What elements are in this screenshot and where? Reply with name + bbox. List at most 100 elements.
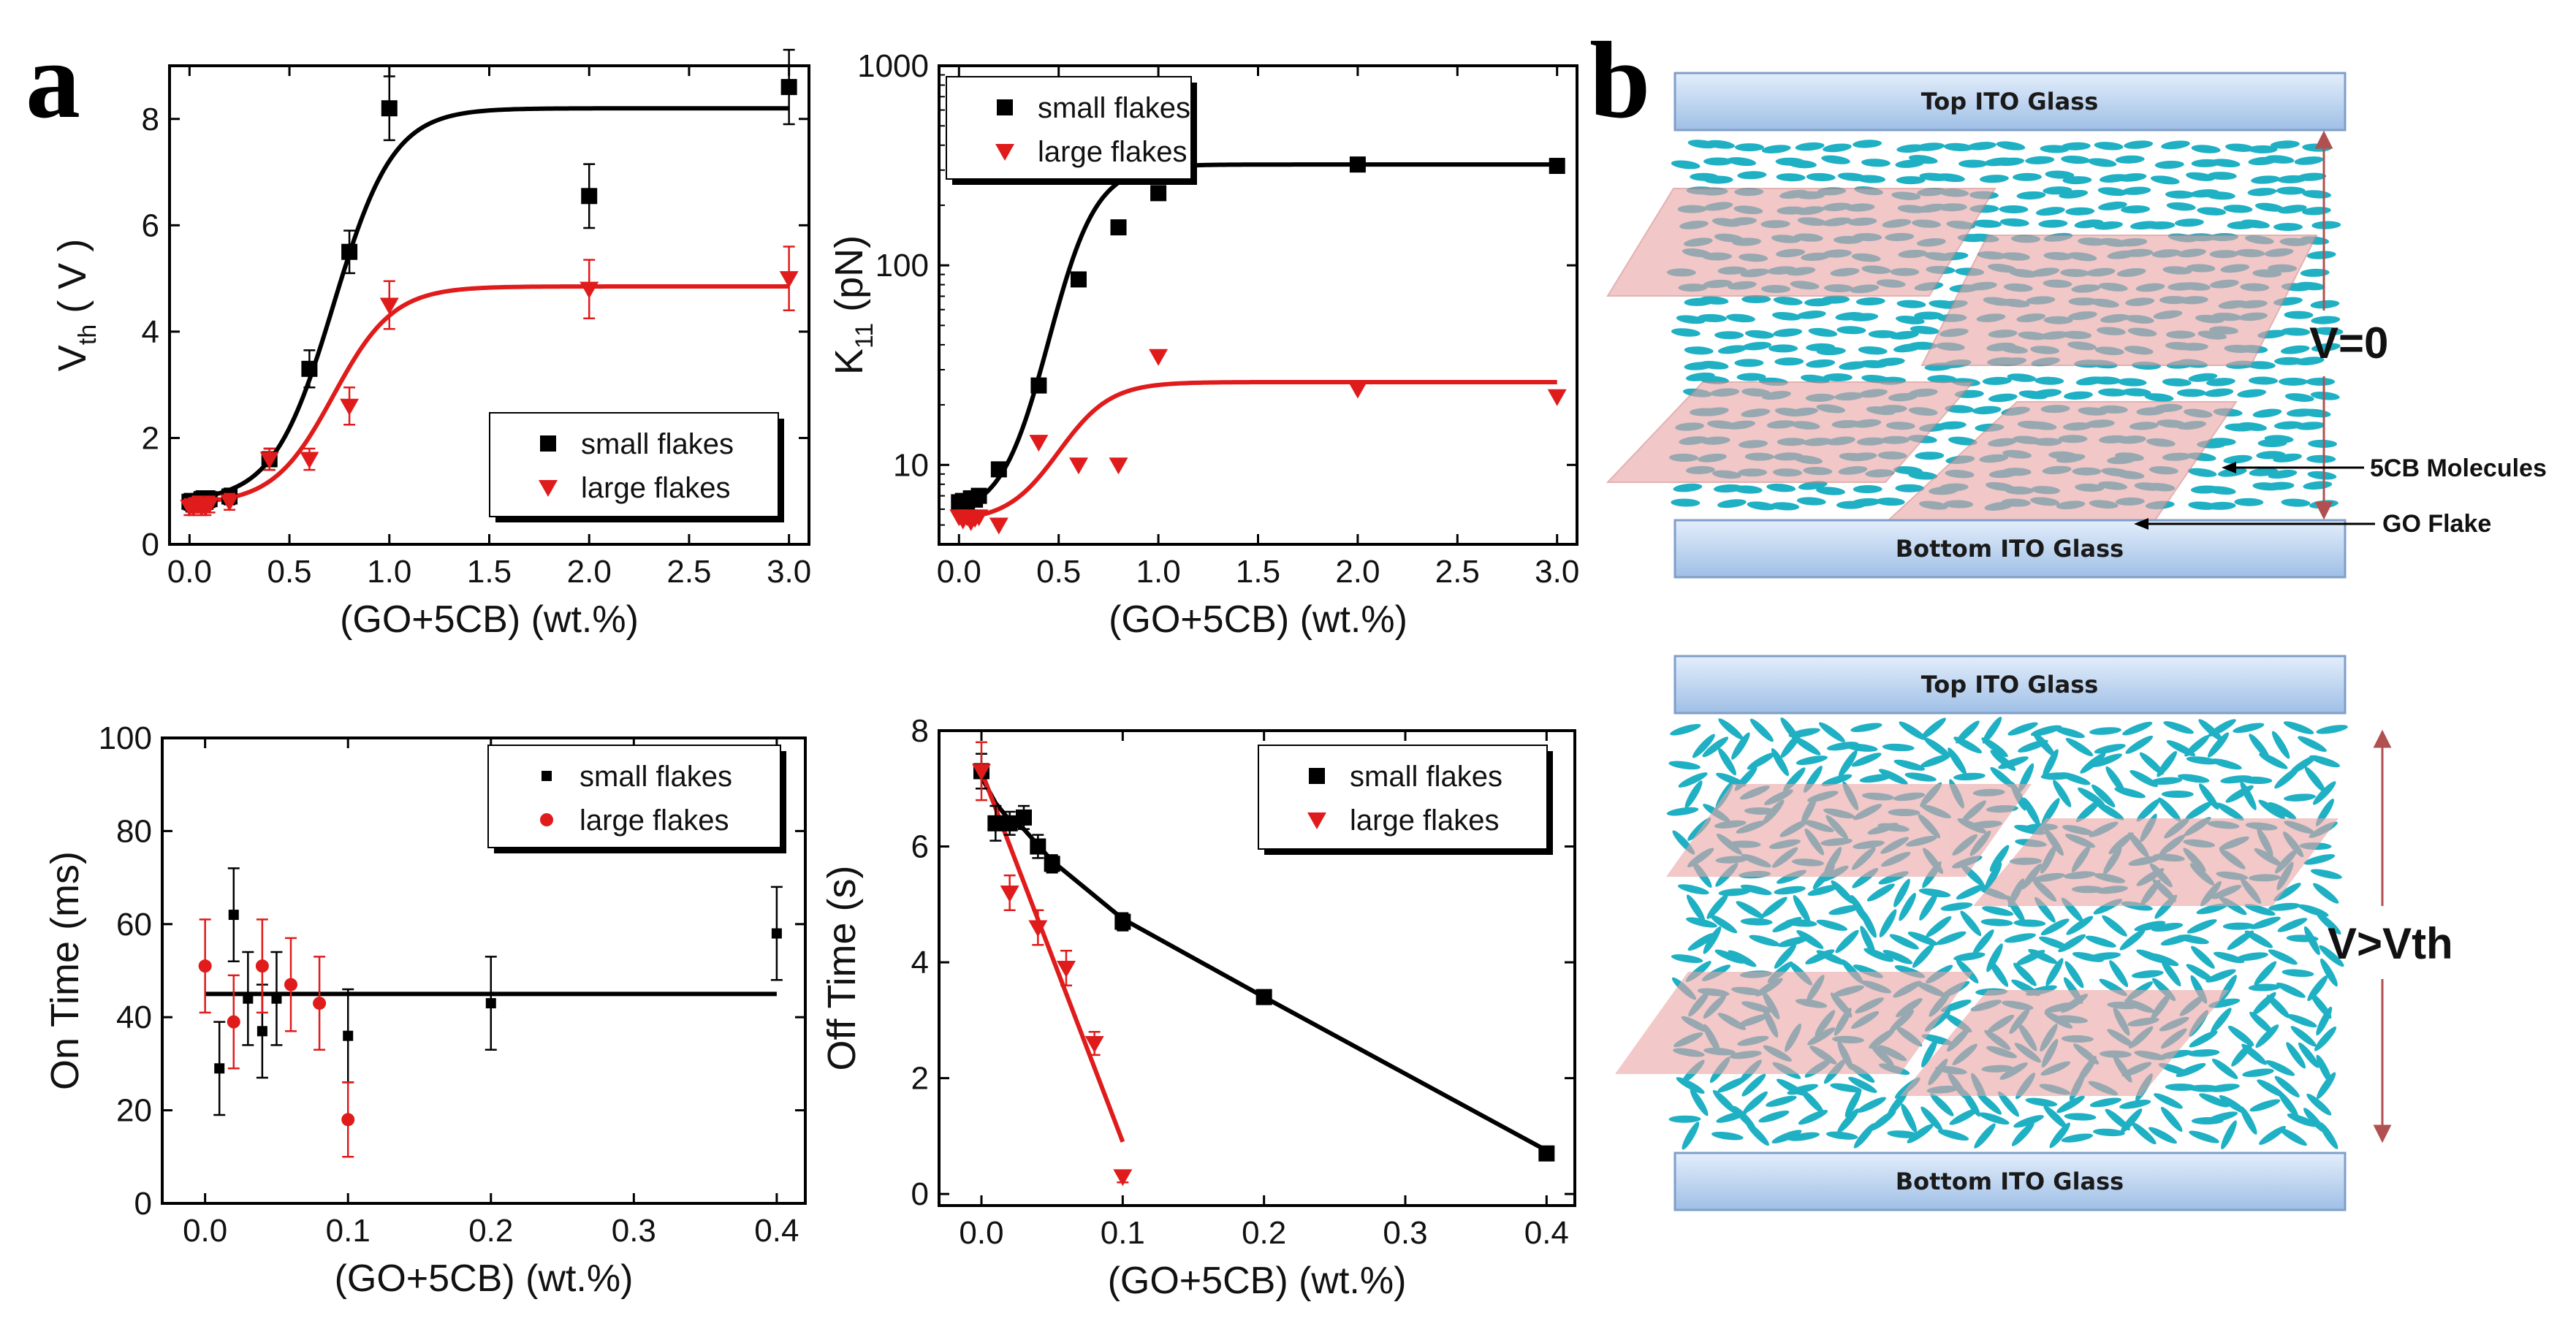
lc-molecule (2268, 470, 2298, 479)
lc-molecule (2065, 207, 2095, 216)
lc-molecule (2013, 1115, 2044, 1128)
lc-molecule (2284, 393, 2314, 402)
vth-point-small-flakes (581, 188, 598, 205)
lc-molecule (1793, 736, 1821, 755)
lc-molecule (1996, 141, 2026, 151)
lc-molecule (1982, 717, 2002, 744)
lc-molecule (2064, 961, 2084, 989)
flake-pointer-head (2134, 518, 2148, 530)
on-legend-label: small flakes (580, 761, 732, 793)
lc-molecule (1734, 359, 1764, 368)
vth-legend-label: small flakes (581, 428, 734, 460)
lc-molecule (2241, 219, 2270, 229)
k11-xtick-label: 1.5 (1236, 554, 1280, 590)
lc-molecule (1984, 862, 2002, 891)
lc-molecule (2265, 155, 2295, 164)
on-point-small-flakes (485, 998, 496, 1009)
lc-molecule (2119, 929, 2146, 951)
lc-molecule (1882, 950, 1913, 964)
lc-molecule (2204, 388, 2234, 397)
lc-molecule (1982, 906, 2014, 916)
lc-molecule (1796, 311, 1826, 319)
lc-molecule (2197, 207, 2227, 216)
lc-molecule (2064, 1113, 2097, 1121)
off-point-large-flakes (1057, 961, 1076, 978)
flake-label: GO Flake (2382, 510, 2491, 538)
lc-molecule (2053, 780, 2072, 807)
lc-molecule (2247, 188, 2277, 197)
lc-molecule (2303, 481, 2333, 490)
on-xlabel: (GO+5CB) (wt.%) (335, 1257, 634, 1300)
lc-molecule (2227, 1025, 2254, 1046)
lc-molecule (1823, 143, 1852, 153)
lc-molecule (2080, 753, 2106, 774)
lc-molecule (1737, 171, 1767, 180)
lc-molecule (1699, 360, 1729, 370)
lc-molecule (2281, 969, 2314, 978)
on-xtick-label: 0.2 (468, 1213, 513, 1249)
lc-molecule (2271, 731, 2290, 759)
lc-molecule (1668, 761, 1701, 770)
lc-molecule (1709, 914, 1738, 934)
lc-molecule (1853, 140, 1882, 148)
lc-molecule (1801, 1089, 1824, 1114)
lc-molecule (2186, 756, 2219, 765)
lc-molecule (1927, 375, 1957, 384)
lc-molecule (2161, 790, 2194, 799)
lc-molecule (2249, 1099, 2281, 1112)
vth-legend-marker (539, 480, 558, 497)
lc-molecule (2098, 201, 2127, 210)
lc-molecule (1773, 297, 1803, 305)
lc-molecule (1920, 754, 1951, 768)
lc-molecule (2310, 869, 2342, 880)
lc-molecule (2089, 952, 2121, 961)
lc-molecule (2036, 207, 2065, 216)
lc-molecule (1823, 373, 1853, 382)
lc-molecule (1711, 1131, 1744, 1141)
on-point-large-flakes (198, 959, 212, 973)
lc-molecule (2307, 471, 2337, 480)
lc-molecule (1678, 772, 1708, 788)
vth-legend-label: large flakes (581, 472, 731, 504)
lc-molecule (1717, 499, 1747, 509)
lc-molecule (1686, 894, 1706, 922)
lc-molecule (1821, 774, 1853, 786)
lc-molecule (2177, 774, 2210, 783)
lc-molecule (2012, 172, 2042, 181)
lc-molecule (2163, 721, 2195, 734)
lc-molecule (2199, 783, 2219, 810)
lc-molecule (2121, 388, 2151, 397)
lc-molecule (2121, 186, 2151, 195)
lc-molecule (1882, 743, 1915, 752)
vth-point-small-flakes (301, 360, 318, 377)
lc-molecule (1706, 140, 1736, 149)
lc-molecule (2257, 1079, 2285, 1097)
off-legend-label: small flakes (1350, 761, 1502, 793)
vth-xlabel: (GO+5CB) (wt.%) (340, 598, 639, 641)
off-point-small-flakes (1114, 913, 1131, 930)
lc-molecule (2094, 221, 2123, 230)
bottom-ito-glass-label-v0: Bottom ITO Glass (1896, 535, 2124, 563)
lc-molecule (1798, 1110, 1828, 1125)
vth-xtick-label: 3.0 (767, 554, 811, 590)
lc-molecule (1940, 1000, 1972, 1013)
lc-molecule (1734, 143, 1764, 152)
lc-molecule (1845, 743, 1878, 752)
lc-molecule (2290, 1026, 2317, 1047)
lc-molecule (2120, 1108, 2143, 1133)
lc-molecule (2300, 268, 2330, 277)
lc-molecule (2316, 1006, 2333, 1036)
lc-molecule (2094, 744, 2126, 754)
lc-molecule (1684, 780, 1703, 809)
lc-molecule (2102, 915, 2127, 937)
lc-molecule (1673, 483, 1703, 492)
lc-molecule (2207, 172, 2237, 180)
vth-point-large-flakes (200, 497, 219, 514)
lc-molecule (1851, 753, 1882, 767)
lc-molecule (1908, 471, 1938, 480)
k11-xtick-label: 2.0 (1335, 554, 1380, 590)
k11-point-large-flakes (1109, 457, 1128, 475)
lc-molecule (1988, 393, 2018, 403)
lc-molecule (1914, 311, 1944, 320)
bottom-ito-glass-label-vth: Bottom ITO Glass (1896, 1168, 2124, 1195)
